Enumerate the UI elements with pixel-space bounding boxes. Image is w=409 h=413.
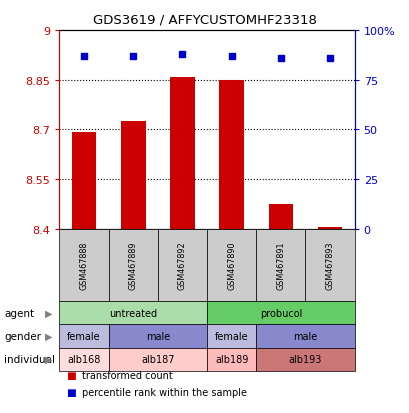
Text: GDS3619 / AFFYCUSTOMHF23318: GDS3619 / AFFYCUSTOMHF23318 (93, 13, 316, 26)
Text: ■: ■ (65, 370, 75, 380)
Text: individual: individual (4, 354, 55, 364)
Point (326, 55, 333, 62)
Text: untreated: untreated (109, 308, 157, 318)
Bar (121, 121, 145, 229)
Text: GSM467889: GSM467889 (128, 241, 137, 290)
Text: percentile rank within the sample: percentile rank within the sample (82, 387, 246, 397)
Text: GSM467892: GSM467892 (178, 241, 187, 290)
Point (130, 53, 136, 60)
Text: male: male (292, 331, 317, 341)
Text: ▶: ▶ (45, 354, 53, 364)
Point (228, 53, 234, 60)
Point (179, 52, 185, 58)
Point (277, 55, 283, 62)
Point (81, 53, 87, 60)
Text: ■: ■ (65, 387, 75, 397)
Bar (170, 78, 194, 229)
Text: GSM467891: GSM467891 (276, 241, 285, 290)
Text: alb168: alb168 (67, 354, 101, 364)
Text: GSM467893: GSM467893 (325, 241, 334, 290)
Bar (317, 228, 342, 229)
Text: GSM467890: GSM467890 (227, 241, 236, 290)
Text: alb187: alb187 (141, 354, 174, 364)
Text: female: female (67, 331, 101, 341)
Bar (72, 133, 96, 229)
Text: male: male (145, 331, 170, 341)
Text: ▶: ▶ (45, 331, 53, 341)
Text: agent: agent (4, 308, 34, 318)
Text: alb193: alb193 (288, 354, 321, 364)
Text: female: female (214, 331, 248, 341)
Text: transformed count: transformed count (82, 370, 172, 380)
Text: ▶: ▶ (45, 308, 53, 318)
Text: GSM467888: GSM467888 (79, 241, 88, 290)
Bar (219, 81, 243, 229)
Text: alb189: alb189 (214, 354, 248, 364)
Text: gender: gender (4, 331, 41, 341)
Bar (268, 205, 292, 229)
Text: probucol: probucol (259, 308, 301, 318)
